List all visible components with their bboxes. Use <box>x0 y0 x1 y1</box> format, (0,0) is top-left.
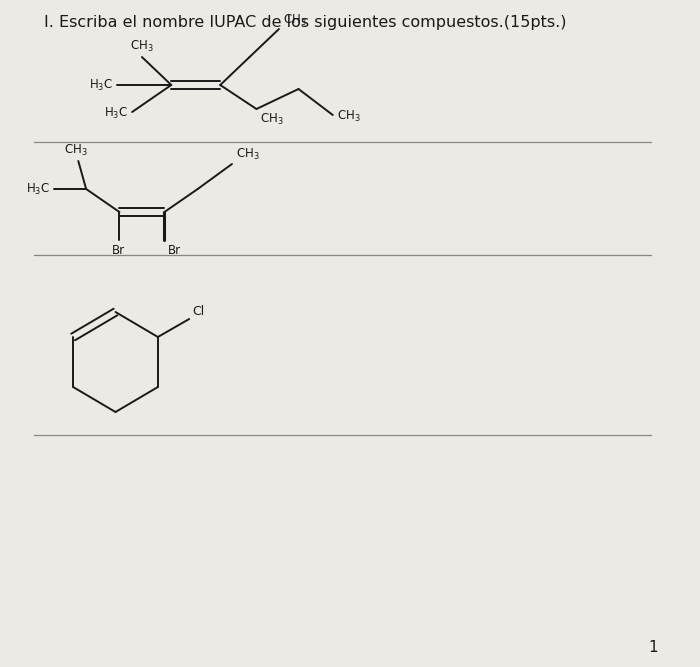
Text: CH$_3$: CH$_3$ <box>283 13 307 28</box>
Text: CH$_3$: CH$_3$ <box>337 109 360 123</box>
Text: H$_3$C: H$_3$C <box>90 77 113 93</box>
Text: H$_3$C: H$_3$C <box>104 105 128 121</box>
Text: H$_3$C: H$_3$C <box>26 181 50 197</box>
Text: 1: 1 <box>648 640 658 655</box>
Text: I. Escriba el nombre IUPAC de los siguientes compuestos.(15pts.): I. Escriba el nombre IUPAC de los siguie… <box>44 15 566 30</box>
Text: CH$_3$: CH$_3$ <box>64 143 88 158</box>
Text: CH$_3$: CH$_3$ <box>260 112 284 127</box>
Text: Cl: Cl <box>192 305 204 318</box>
Text: Br: Br <box>168 244 181 257</box>
Text: Br: Br <box>112 244 125 257</box>
Text: CH$_3$: CH$_3$ <box>236 147 260 162</box>
Text: CH$_3$: CH$_3$ <box>130 39 154 54</box>
